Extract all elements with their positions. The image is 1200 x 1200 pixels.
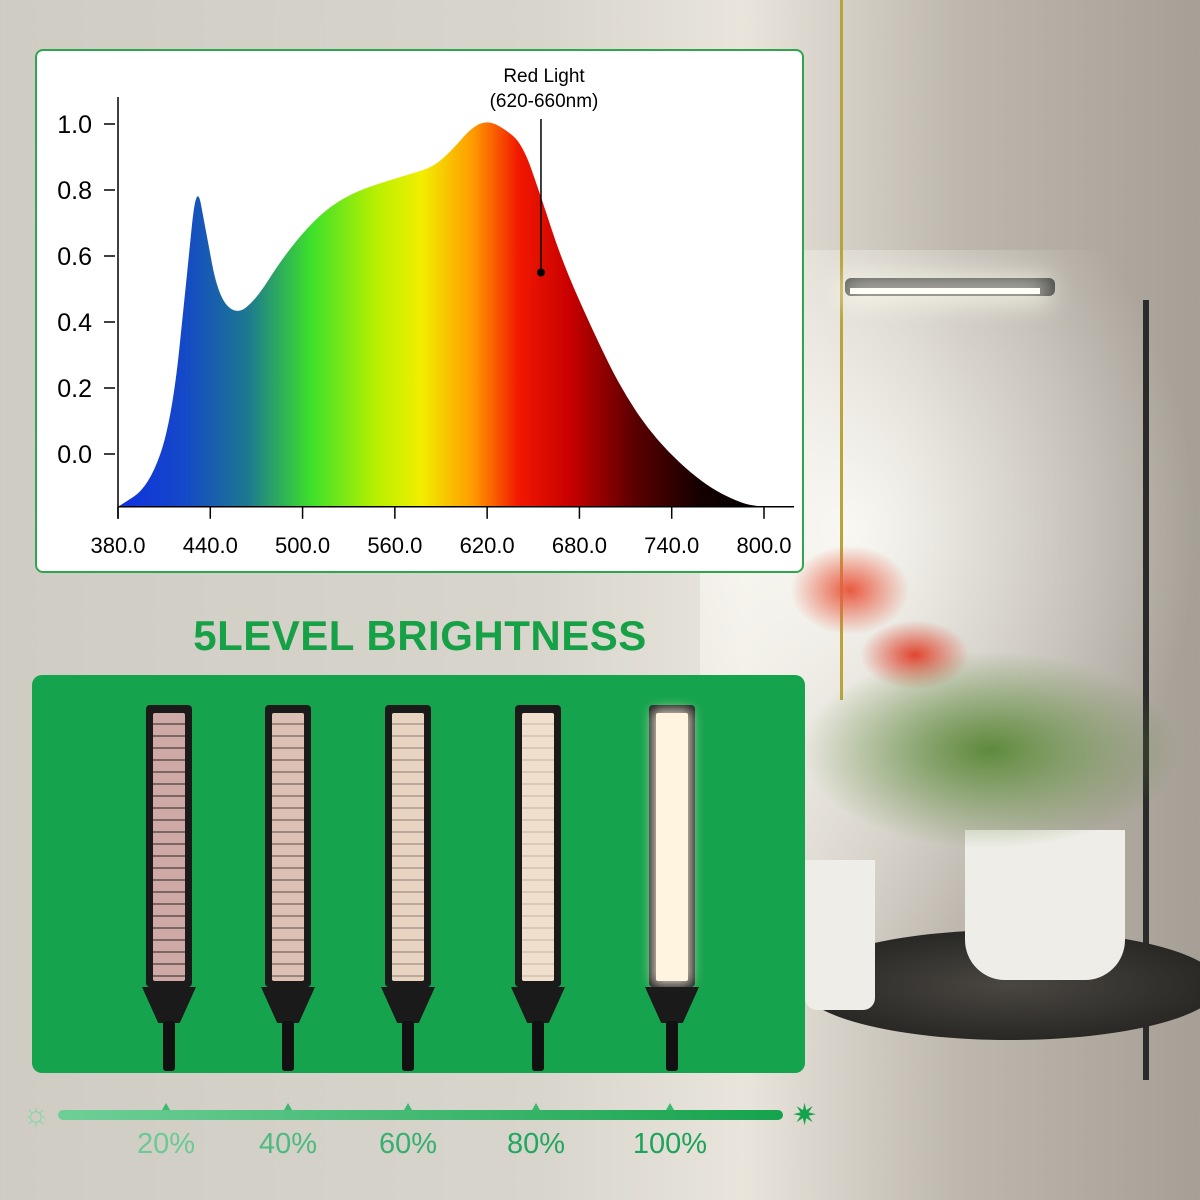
x-tick-label: 500.0 [275,533,330,558]
level-label: 100% [632,1128,708,1160]
y-tick-label: 0.6 [57,243,92,271]
level-label: 60% [378,1128,438,1160]
slider-tick[interactable] [284,1103,292,1110]
lamp-level-100 [645,705,699,1071]
x-tick-label: 560.0 [367,533,422,558]
foliage [800,650,1180,850]
x-tick-label: 380.0 [90,533,145,558]
annotation-range: (620-660nm) [490,91,599,112]
led-strip [272,713,304,981]
y-tick-label: 0.0 [57,441,92,469]
slider-tick[interactable] [162,1103,170,1110]
plant-pot [965,830,1125,980]
cord [840,0,843,700]
led-strip [522,713,554,981]
spectrum-chart: 380.0 440.0 500.0 560.0 620.0 680.0 740.0 800.0… [35,49,804,573]
level-label: 40% [258,1128,318,1160]
spectrum-chart-svg: 380.0 440.0 500.0 560.0 620.0 680.0 740.0 800.0… [57,66,794,558]
level-label: 80% [506,1128,566,1160]
slider-tick[interactable] [532,1103,540,1110]
lamp-base [645,987,699,1023]
lamp-stem [402,1021,414,1071]
x-tick-label: 800.0 [736,533,791,558]
slider-tick[interactable] [666,1103,674,1110]
lamp-pole [1143,300,1149,1080]
lamp-level-80 [511,705,565,1071]
led-strip [656,713,688,981]
lamp-base [261,987,315,1023]
level-label: 20% [136,1128,196,1160]
lamp-stem [282,1021,294,1071]
lamp-light [850,288,1040,294]
flower [790,545,910,635]
annotation-label: Red Light [503,66,585,87]
sun-dim-icon: ☼ [22,1098,50,1131]
y-tick-label: 0.4 [57,309,92,337]
x-tick-label: 620.0 [460,533,515,558]
brightness-heading: 5LEVEL BRIGHTNESS [193,612,647,659]
x-tick-label: 680.0 [552,533,607,558]
lamp-base [381,987,435,1023]
lamp-base [511,987,565,1023]
lamp-base [142,987,196,1023]
sun-bright-icon: ✷ [792,1099,818,1132]
plant-pot [805,860,875,1010]
slider-tick[interactable] [404,1103,412,1110]
led-strip [392,713,424,981]
annotation-dot [536,268,545,277]
lamps-panel [32,675,805,1073]
brightness-slider[interactable] [58,1103,783,1120]
y-tick-label: 0.8 [57,177,92,205]
lamp-level-60 [381,705,435,1071]
y-tick-label: 0.2 [57,375,92,403]
x-tick-label: 740.0 [644,533,699,558]
led-strip [153,713,185,981]
lamp-level-40 [261,705,315,1071]
lamp-stem [163,1021,175,1071]
y-tick-label: 1.0 [57,111,92,139]
spectrum-area [118,122,763,507]
lamp-stem [532,1021,544,1071]
lamp-level-20 [142,705,196,1071]
x-tick-label: 440.0 [183,533,238,558]
lamp-stem [666,1021,678,1071]
